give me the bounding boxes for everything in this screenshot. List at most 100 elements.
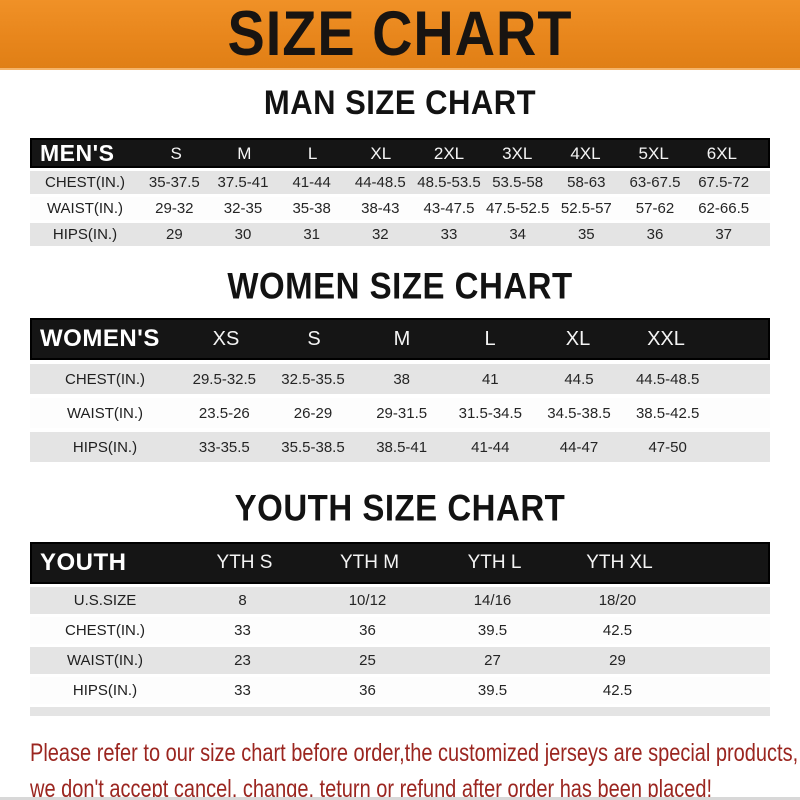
size-table: YOUTH YTH S YTH M YTH L YTH XL U.S.SIZE 8 10/12… (30, 542, 770, 716)
size-value-cell: 35 (577, 226, 595, 243)
size-value-cell: 29-31.5 (376, 404, 428, 422)
size-value-cell: 52.5-57 (560, 200, 612, 217)
size-chart-section-0: MAN SIZE CHART MEN'S S M L XL 2XL 3XL 4XL 5XL 6XL C… (0, 82, 800, 246)
size-value-cell: 18/20 (598, 592, 637, 609)
size-value-cell: 44-47 (559, 438, 599, 456)
size-chart-sections: MAN SIZE CHART MEN'S S M L XL 2XL 3XL 4XL 5XL 6XL C… (0, 82, 800, 716)
banner-title: SIZE CHART (227, 0, 573, 69)
size-value-cell: 26-29 (293, 404, 333, 422)
section-title-text: MAN SIZE CHART (263, 82, 537, 123)
size-value-cell: 34 (509, 226, 526, 243)
table-header-row: MEN'S S M L XL 2XL 3XL 4XL 5XL 6XL (30, 138, 770, 168)
size-value-cell: 57-62 (635, 200, 675, 217)
row-label: CHEST(IN.) (45, 174, 125, 191)
size-value-cell: 48.5-53.5 (417, 174, 481, 191)
size-value-cell: 31.5-34.5 (458, 404, 523, 422)
size-value-cell: 14/16 (473, 592, 512, 609)
size-value-cell: 43-47.5 (423, 200, 475, 217)
table-row: WAIST(IN.) 23 25 27 29 (30, 647, 770, 674)
bottom-edge-divider (0, 797, 800, 800)
size-value-cell: 44.5-48.5 (635, 370, 700, 388)
size-value-cell: 25 (359, 652, 376, 669)
size-value-cell: 36 (646, 226, 664, 243)
section-title: YOUTH SIZE CHART (0, 486, 800, 529)
table-row: HIPS(IN.) 33-35.5 35.5-38.5 38.5-41 41-44 44-… (30, 432, 770, 462)
table-category-label: YOUTH (40, 549, 127, 576)
table-category-label: MEN'S (40, 140, 115, 166)
size-column-header: YTH XL (586, 552, 653, 573)
footer-note: Please refer to our size chart before or… (30, 735, 799, 800)
size-value-cell: 31 (303, 226, 320, 243)
size-value-cell: 32-35 (223, 200, 263, 217)
size-column-header: 2XL (433, 143, 465, 163)
size-column-header: L (484, 327, 496, 350)
table-row: CHEST(IN.) 29.5-32.5 32.5-35.5 38 41 44.5 44.5… (30, 364, 770, 394)
size-column-header: 4XL (570, 143, 601, 163)
size-chart-banner: SIZE CHART (0, 0, 800, 70)
table-row: WAIST(IN.) 29-32 32-35 35-38 38-43 43-47.5 47.… (30, 197, 770, 220)
size-value-cell: 53.5-58 (492, 174, 544, 191)
size-column-header: XL (565, 327, 591, 350)
size-value-cell: 27 (484, 652, 501, 669)
table-header-row: YOUTH YTH S YTH M YTH L YTH XL (30, 542, 770, 584)
size-column-header: XXL (647, 327, 685, 350)
row-label: HIPS(IN.) (72, 438, 138, 456)
size-value-cell: 38-43 (361, 200, 400, 217)
section-title: WOMEN SIZE CHART (0, 264, 800, 307)
row-label: CHEST(IN.) (65, 622, 145, 639)
size-column-header: S (170, 143, 182, 163)
size-value-cell: 32 (371, 226, 389, 243)
size-value-cell: 42.5 (602, 622, 633, 639)
size-column-header: 6XL (706, 143, 737, 163)
size-value-cell: 38 (393, 370, 410, 388)
row-label: U.S.SIZE (73, 592, 137, 609)
row-label: WAIST(IN.) (66, 404, 144, 422)
row-label: CHEST(IN.) (65, 370, 145, 388)
size-value-cell: 37.5-41 (217, 174, 269, 191)
row-label: HIPS(IN.) (52, 226, 118, 243)
trailing-strip (30, 707, 770, 716)
size-value-cell: 33 (440, 226, 458, 243)
size-column-header: XS (212, 327, 240, 350)
size-value-cell: 62-66.5 (698, 200, 750, 217)
size-column-header: YTH S (216, 552, 273, 573)
size-column-header: S (307, 327, 321, 350)
size-column-header: M (237, 143, 252, 163)
size-column-header: 3XL (502, 143, 533, 163)
size-value-cell: 67.5-72 (698, 174, 750, 191)
table-row: CHEST(IN.) 35-37.5 37.5-41 41-44 44-48.5 48.5… (30, 171, 770, 194)
size-value-cell: 34.5-38.5 (547, 404, 611, 422)
size-chart-section-2: YOUTH SIZE CHART YOUTH YTH S YTH M YTH L YTH … (0, 486, 800, 716)
row-label: HIPS(IN.) (72, 682, 138, 699)
size-value-cell: 38.5-41 (376, 438, 428, 456)
size-value-cell: 58-63 (567, 174, 606, 191)
table-row: WAIST(IN.) 23.5-26 26-29 29-31.5 31.5-34.5 34… (30, 398, 770, 428)
size-value-cell: 47.5-52.5 (485, 200, 550, 217)
size-column-header: XL (370, 143, 392, 163)
size-column-header: M (393, 327, 411, 350)
size-value-cell: 29 (165, 226, 183, 243)
size-value-cell: 44-48.5 (354, 174, 406, 191)
section-title-text: WOMEN SIZE CHART (227, 264, 573, 307)
footer-line-1: Please refer to our size chart before or… (30, 739, 799, 767)
size-value-cell: 30 (234, 226, 252, 243)
size-value-cell: 39.5 (477, 682, 508, 699)
size-table: WOMEN'S XS S M L XL XXL CHEST(IN.) 29.5-32.5 32.5… (30, 318, 770, 462)
size-value-cell: 29.5-32.5 (192, 370, 257, 388)
size-value-cell: 36 (359, 682, 376, 699)
table-header-row: WOMEN'S XS S M L XL XXL (30, 318, 770, 360)
size-value-cell: 47-50 (648, 438, 687, 456)
section-title-text: YOUTH SIZE CHART (234, 486, 566, 529)
row-label: WAIST(IN.) (46, 200, 124, 217)
size-value-cell: 37 (715, 226, 732, 243)
size-table: MEN'S S M L XL 2XL 3XL 4XL 5XL 6XL CHEST(IN.) 35-37… (30, 138, 770, 246)
size-value-cell: 33 (234, 682, 251, 699)
table-row: CHEST(IN.) 33 36 39.5 42.5 (30, 617, 770, 644)
size-value-cell: 63-67.5 (629, 174, 681, 191)
row-label: WAIST(IN.) (66, 652, 144, 669)
size-value-cell: 35.5-38.5 (281, 438, 345, 456)
size-value-cell: 44.5 (564, 370, 594, 388)
size-value-cell: 29-32 (155, 200, 194, 217)
table-row: U.S.SIZE 8 10/12 14/16 18/20 (30, 587, 770, 614)
size-value-cell: 39.5 (477, 622, 508, 639)
